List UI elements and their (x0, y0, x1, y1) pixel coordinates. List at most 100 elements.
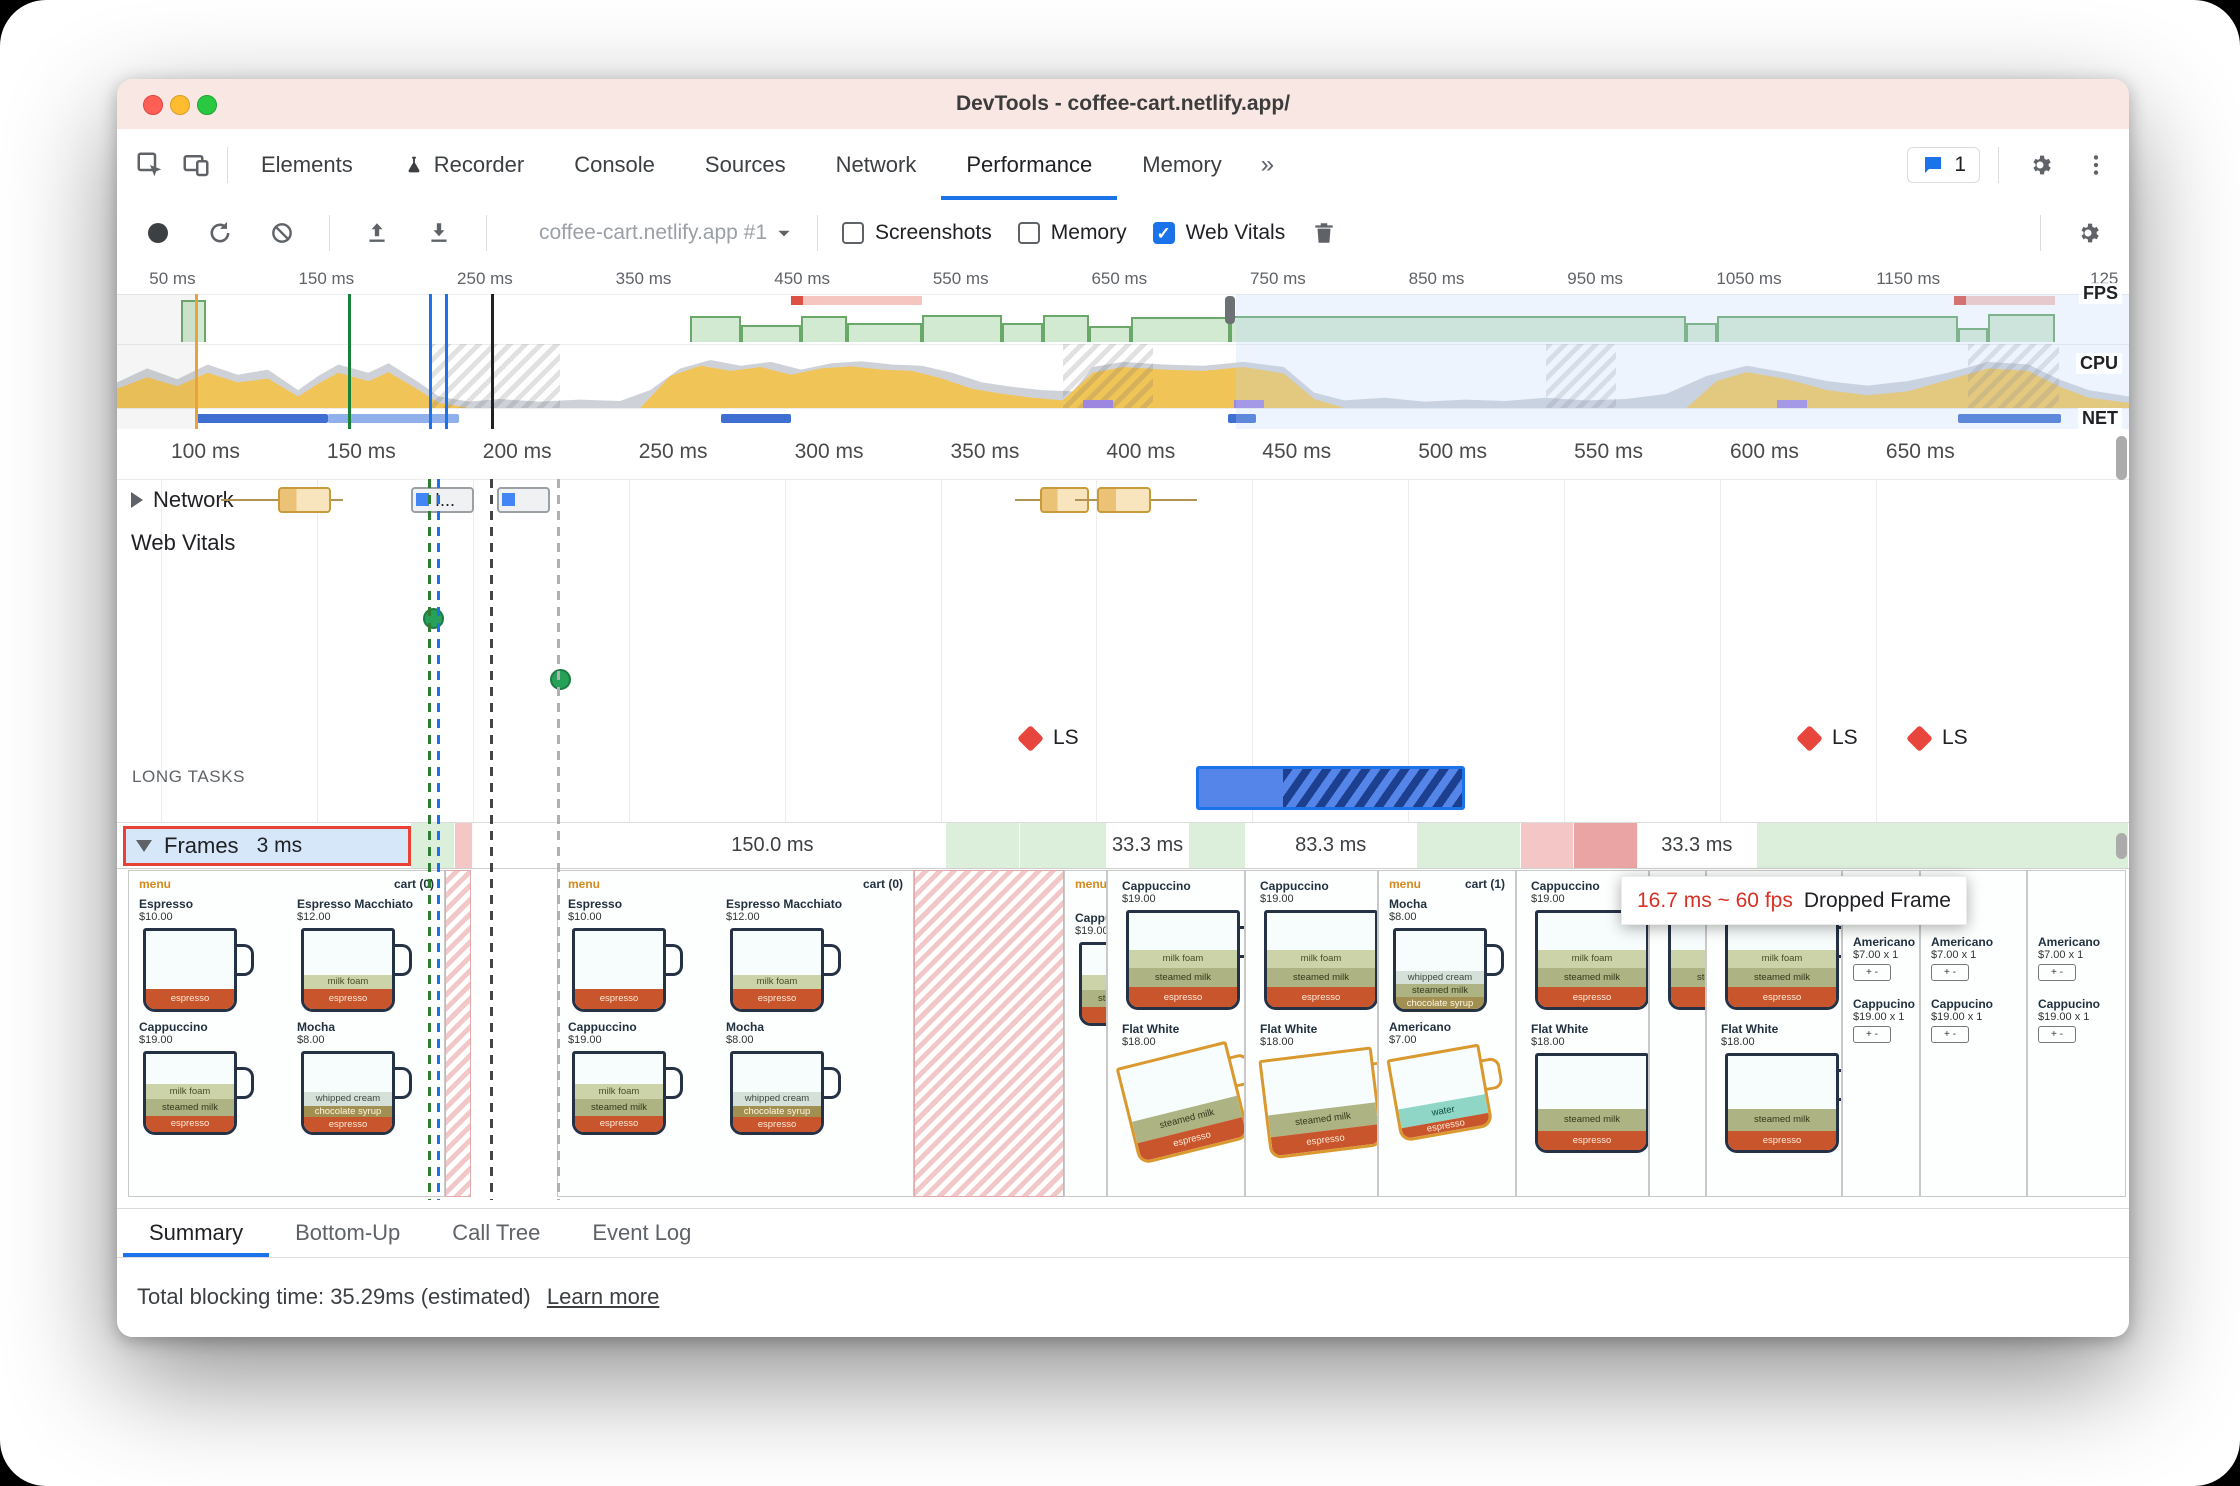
network-track-toggle[interactable]: Network (131, 487, 234, 513)
frame-segment[interactable] (473, 823, 600, 868)
vertical-scrollbar[interactable] (2116, 429, 2127, 1200)
frame-segment[interactable]: 83.3 ms (1245, 823, 1417, 868)
frame-segment[interactable]: 150.0 ms (599, 823, 946, 868)
overview-time-label: 1050 ms (1716, 269, 1782, 288)
tab-network[interactable]: Network (811, 129, 942, 200)
coffee-cup: steamed milk espresso (1115, 1040, 1244, 1166)
more-tabs-button[interactable]: » (1260, 150, 1275, 178)
details-tab-summary[interactable]: Summary (123, 1209, 269, 1257)
tooltip-frame-timing: 16.7 ms ~ 60 fps (1637, 888, 1793, 912)
frame-segment[interactable] (410, 823, 455, 868)
product-card: Mocha $8.00 whipped cream chocolate syrup es… (724, 1018, 874, 1137)
details-tab-bottom-up[interactable]: Bottom-Up (295, 1220, 401, 1245)
load-profile-icon[interactable] (354, 210, 400, 256)
more-options-kebab-icon[interactable] (2073, 142, 2119, 188)
settings-gear-icon[interactable] (2017, 142, 2063, 188)
cup-handle (1239, 926, 1244, 958)
frame-segment[interactable] (117, 823, 411, 868)
minimize-window-button[interactable] (170, 95, 190, 115)
cup-body: espresso (143, 928, 237, 1012)
web-vital-marker[interactable] (550, 669, 571, 690)
delete-recording-trash-icon[interactable] (1301, 210, 1347, 256)
web-vital-marker[interactable] (423, 608, 444, 629)
tab-console[interactable]: Console (549, 129, 680, 200)
product-price: $10.00 (139, 911, 173, 923)
layout-shift-marker[interactable] (1906, 725, 1933, 752)
issues-counter-button[interactable]: 1 (1907, 146, 1980, 183)
frames-track-header-highlighted[interactable]: Frames 3 ms (123, 826, 411, 866)
total-blocking-time-text: Total blocking time: 35.29ms (estimated) (137, 1284, 531, 1309)
device-toolbar-icon[interactable] (173, 142, 219, 188)
network-request-bar[interactable] (1097, 487, 1151, 513)
frame-segment[interactable] (1756, 823, 2129, 868)
mini-cart-row: Americano $7.00 x 1 + - (1931, 935, 2016, 981)
network-request-bar[interactable]: I... (411, 487, 474, 513)
filmstrip-frame[interactable] (445, 870, 471, 1197)
mini-product-grid: Mocha $8.00 whipped cream steamed milk choco… (1379, 893, 1515, 1143)
cup-layer: espresso (304, 988, 392, 1009)
filmstrip-frame[interactable]: menu cart (1) Mocha $8.00 whipped cream steam… (1378, 870, 1516, 1197)
timeline-overview[interactable]: 50 ms 150 ms 250 ms 350 ms 450 ms 550 ms 650 m… (117, 265, 2129, 430)
coffee-cup: whipped cream chocolate syrup espresso (730, 1051, 841, 1135)
coffee-cup: milk foam espresso (730, 928, 841, 1012)
tab-recorder[interactable]: Recorder (378, 129, 549, 200)
scrollbar-thumb[interactable] (2116, 436, 2127, 480)
filmstrip-frame[interactable] (914, 870, 1064, 1197)
frame-segment[interactable] (945, 823, 1021, 868)
inspect-element-icon[interactable] (127, 142, 173, 188)
disclosure-triangle-icon (136, 840, 152, 852)
frame-segment[interactable] (455, 823, 474, 868)
layout-shift-marker[interactable] (1017, 725, 1044, 752)
long-task-bar-selected[interactable] (1196, 766, 1465, 810)
product-card: Espresso Macchiato $12.00 milk foam espress… (295, 895, 444, 1014)
scrollbar-thumb[interactable] (2116, 833, 2127, 859)
zoom-window-button[interactable] (197, 95, 217, 115)
cup-body: milk foam espresso (730, 928, 824, 1012)
filmstrip-frame[interactable]: menu cart (0) Espresso $10.00 espresso Espres… (557, 870, 914, 1197)
checkbox-web-vitals[interactable]: ✓ Web Vitals (1152, 221, 1285, 245)
network-request-bar[interactable] (278, 487, 331, 513)
learn-more-link[interactable]: Learn more (546, 1284, 660, 1309)
capture-settings-gear-icon[interactable] (2065, 210, 2111, 256)
chevron-down-icon (775, 224, 793, 242)
frame-segment[interactable] (1521, 823, 1574, 868)
frame-segment[interactable]: 33.3 ms (1106, 823, 1190, 868)
filmstrip-frame[interactable] (471, 870, 557, 1197)
network-request-bar[interactable] (497, 487, 550, 513)
cpu-rendering-segment (1776, 400, 1808, 408)
reload-and-record-button[interactable] (197, 210, 243, 256)
frame-segment[interactable]: 33.3 ms (1637, 823, 1757, 868)
save-profile-icon[interactable] (416, 210, 462, 256)
tab-sources[interactable]: Sources (680, 129, 811, 200)
details-tab-event-log[interactable]: Event Log (592, 1220, 692, 1245)
tab-memory[interactable]: Memory (1117, 129, 1246, 200)
overview-window-handle[interactable] (1224, 296, 1235, 324)
filmstrip: menu cart (0) Espresso $10.00 espresso Espres… (117, 869, 2129, 1200)
frame-segment[interactable] (1189, 823, 1246, 868)
layout-shift-marker[interactable] (1796, 725, 1823, 752)
filmstrip-frame[interactable]: menu cart (0) Espresso $10.00 espresso Espres… (128, 870, 445, 1197)
profile-selector[interactable]: coffee-cart.netlify.app #1 (539, 221, 793, 245)
checkbox-screenshots[interactable]: Screenshots (842, 221, 992, 245)
frame-segment[interactable] (1020, 823, 1107, 868)
record-button[interactable] (135, 210, 181, 256)
filmstrip-frame[interactable]: Americano $7.00 x 1 + - Cappucino $19.00 x 1… (2027, 870, 2126, 1197)
frame-segment[interactable] (1416, 823, 1522, 868)
frame-segment[interactable] (1573, 823, 1638, 868)
tab-performance[interactable]: Performance (941, 129, 1117, 200)
close-window-button[interactable] (143, 95, 163, 115)
details-tab-call-tree[interactable]: Call Tree (452, 1220, 541, 1245)
cup-body: steamed milk espresso (1115, 1040, 1244, 1166)
product-price: $18.00 (1260, 1036, 1294, 1048)
tab-elements[interactable]: Elements (236, 129, 378, 200)
product-price: $8.00 (1389, 911, 1417, 923)
checkbox-memory[interactable]: Memory (1017, 221, 1127, 245)
clear-recording-button[interactable] (259, 210, 305, 256)
